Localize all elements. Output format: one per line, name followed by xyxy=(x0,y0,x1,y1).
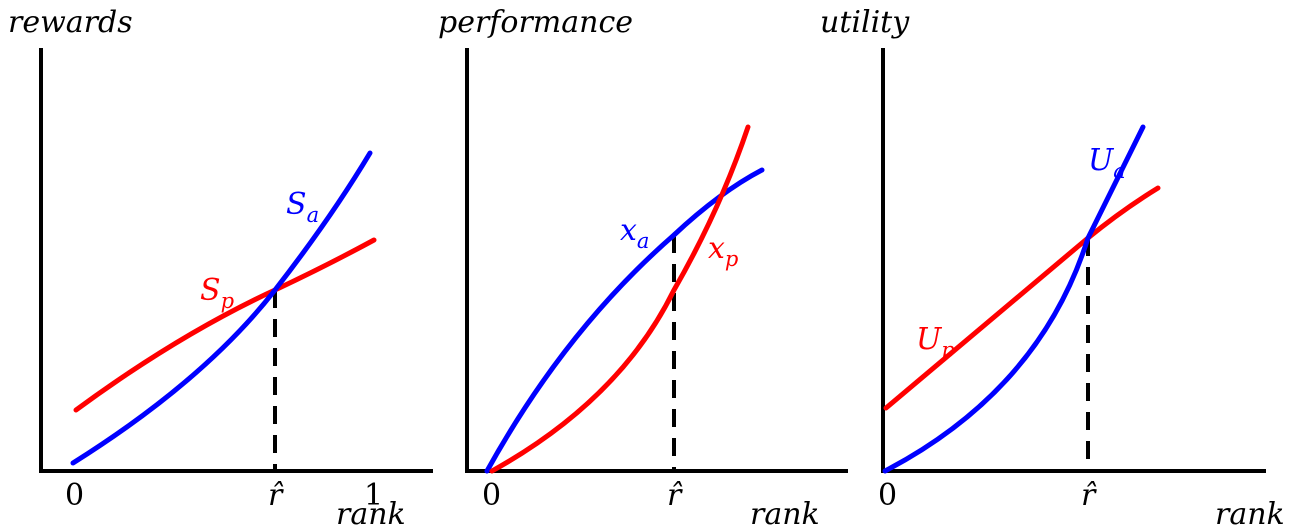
panel-utility: utility Ua Up 0 r̂ rank xyxy=(820,5,1285,529)
performance-tick-0: 0 xyxy=(482,478,501,513)
label-x_a: xa xyxy=(620,213,649,253)
utility-tick-0: 0 xyxy=(878,478,897,513)
panel-rewards: rewards Sa Sp 0 r̂ 1 rank xyxy=(8,5,433,529)
label-S_p: Sp xyxy=(200,273,234,313)
label-S_a: Sa xyxy=(286,187,319,227)
label-U_a: Ua xyxy=(1088,143,1126,183)
utility-xlabel: rank xyxy=(1215,497,1285,529)
performance-ylabel: performance xyxy=(438,5,633,40)
utility-ylabel: utility xyxy=(820,5,910,40)
label-U_p: Up xyxy=(916,322,955,362)
utility-tick-rhat: r̂ xyxy=(1081,478,1097,513)
performance-tick-rhat: r̂ xyxy=(667,478,683,513)
rewards-tick-rhat: r̂ xyxy=(268,478,284,513)
rewards-tick-0: 0 xyxy=(65,478,84,513)
label-x_p: xp xyxy=(708,231,738,271)
curve-U_p xyxy=(886,188,1158,408)
curve-x_p xyxy=(492,127,748,471)
rewards-xlabel: rank xyxy=(336,497,406,529)
rewards-ylabel: rewards xyxy=(8,5,133,40)
panel-performance: performance xa xp 0 r̂ rank xyxy=(438,5,848,529)
performance-xlabel: rank xyxy=(750,497,820,529)
curve-S_p xyxy=(76,240,374,410)
